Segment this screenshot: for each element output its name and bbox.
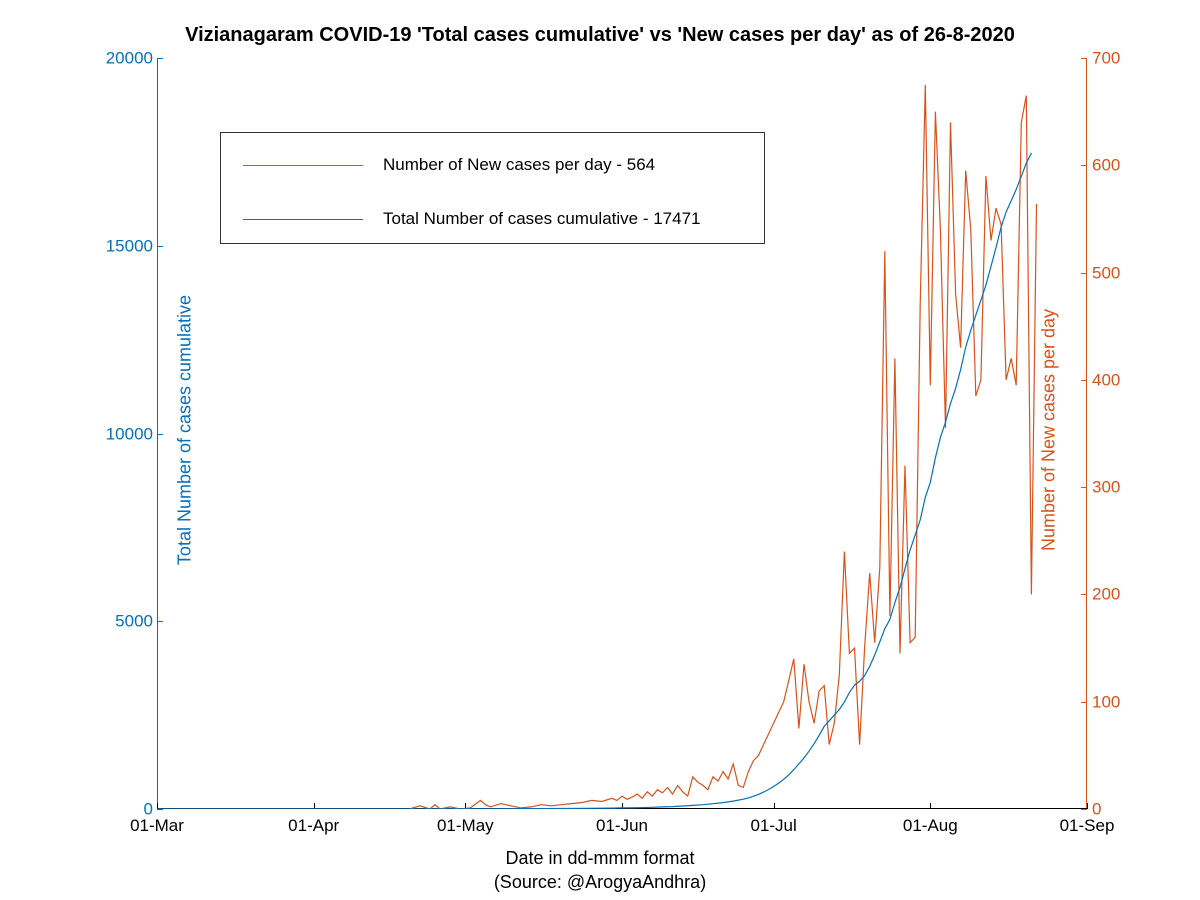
line-cumulative	[157, 153, 1031, 809]
legend-label: Total Number of cases cumulative - 17471	[383, 209, 701, 229]
legend-box: Number of New cases per day - 564 Total …	[220, 132, 765, 244]
legend-line-icon	[243, 165, 363, 166]
legend-line-icon	[243, 219, 363, 220]
legend-label: Number of New cases per day - 564	[383, 155, 655, 175]
chart-container: Vizianagaram COVID-19 'Total cases cumul…	[0, 0, 1200, 900]
legend-item-new-cases: Number of New cases per day - 564	[243, 155, 655, 175]
legend-item-cumulative: Total Number of cases cumulative - 17471	[243, 209, 701, 229]
